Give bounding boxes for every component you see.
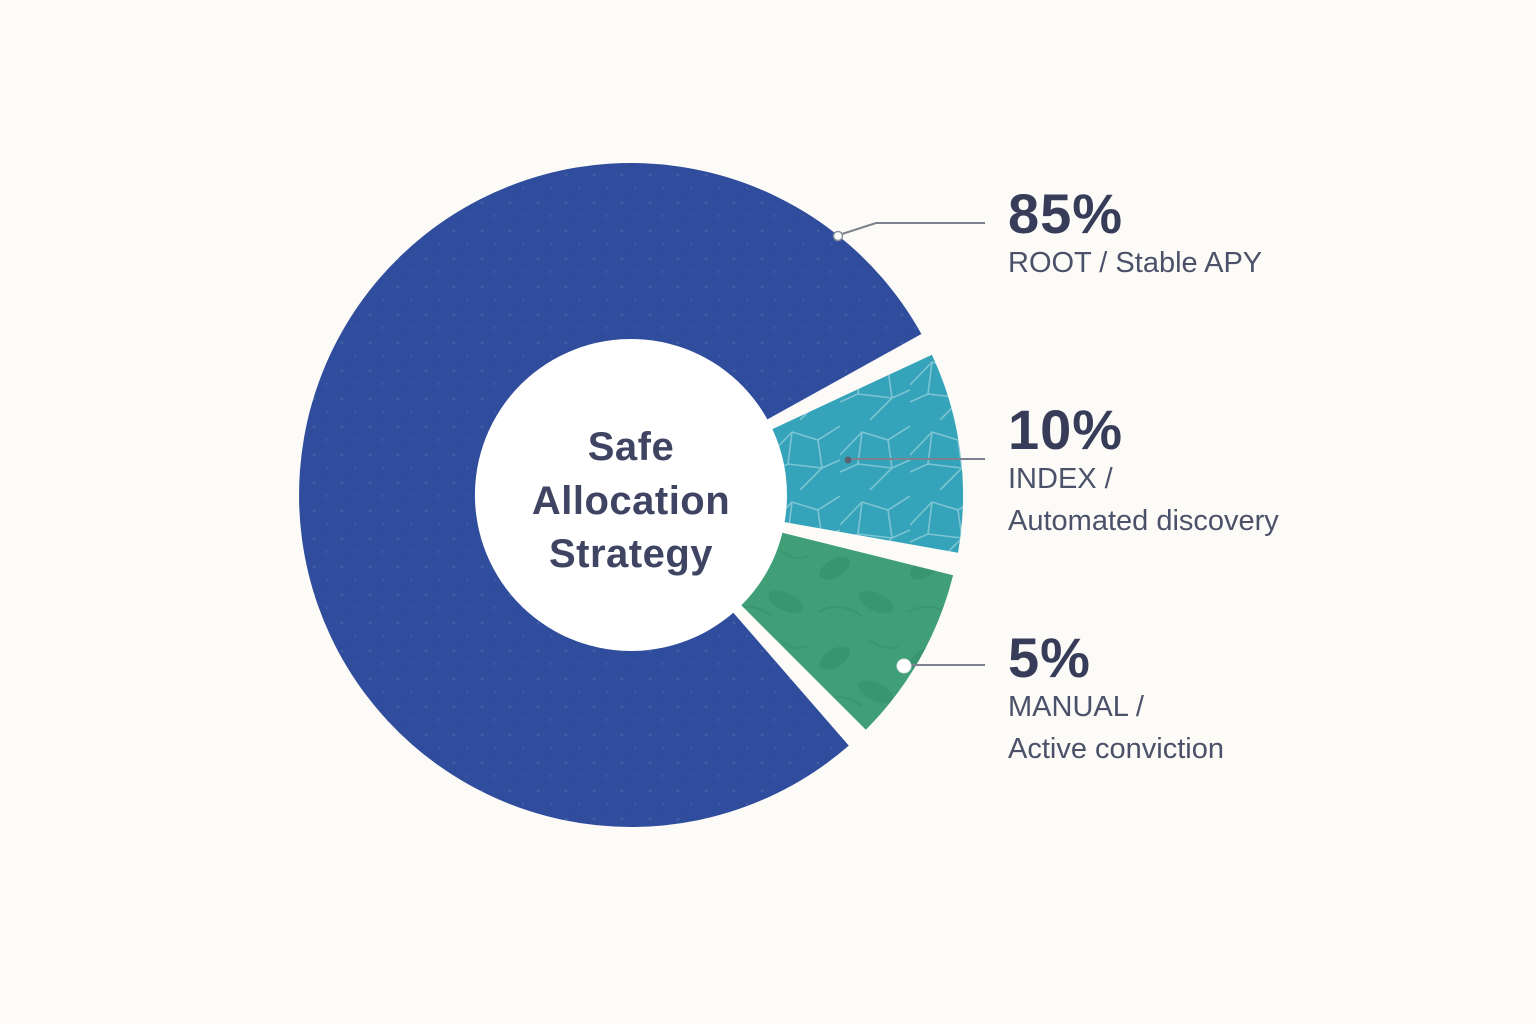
leader-dot-manual xyxy=(896,658,912,674)
center-title-line-3: Strategy xyxy=(548,532,714,577)
donut-segment-manual-texture xyxy=(741,532,954,730)
leader-dot-index xyxy=(844,456,852,464)
callout-root: 85% ROOT / Stable APY xyxy=(1008,186,1468,284)
callout-leaders xyxy=(832,222,985,674)
callout-root-label-1: ROOT / Stable APY xyxy=(1008,247,1263,279)
donut-segments xyxy=(299,162,964,827)
center-title-line-2: Allocation xyxy=(531,478,731,523)
callout-index-label-2: Automated discovery xyxy=(1008,505,1279,538)
callout-manual: 5% MANUAL / Active conviction xyxy=(1008,630,1468,770)
callout-manual-label-1: MANUAL / xyxy=(1008,691,1144,723)
donut-hole xyxy=(473,337,789,653)
callout-manual-percent: 5% xyxy=(1008,626,1091,689)
leader-dot-root xyxy=(832,230,844,242)
donut-segment-root-texture xyxy=(299,162,922,827)
callout-index-label-1: INDEX / xyxy=(1008,463,1113,495)
callout-root-percent: 85% xyxy=(1008,182,1124,245)
callout-index-percent: 10% xyxy=(1008,398,1124,461)
callout-index: 10% INDEX / Automated discovery xyxy=(1008,402,1468,542)
center-title-line-1: Safe xyxy=(587,425,675,469)
callout-manual-label-2: Active conviction xyxy=(1008,733,1224,766)
leader-line-root xyxy=(841,222,985,235)
donut-segment-index-texture xyxy=(772,354,964,553)
chart-center-title: Safe Allocation Strategy xyxy=(456,421,806,582)
